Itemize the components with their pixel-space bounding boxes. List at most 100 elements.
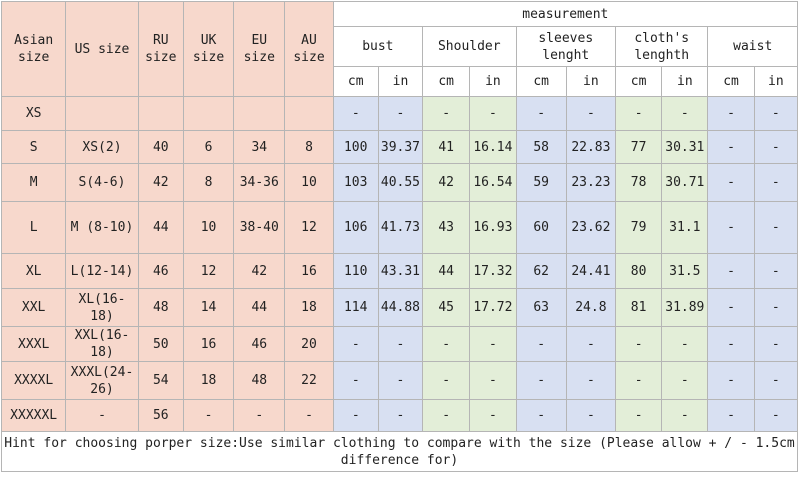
cell-cloths-in: -: [661, 326, 709, 362]
unit-cm: cm: [707, 66, 755, 97]
cell-ru-size: 40: [137, 130, 184, 164]
cell-uk-size: 12: [182, 253, 235, 289]
cell-shoulder-in: -: [469, 399, 517, 432]
cell-au-size: [284, 96, 334, 131]
cell-uk-size: 14: [182, 288, 235, 327]
cell-shoulder-cm: 41: [422, 130, 471, 164]
table-row: XXL XL(16-18) 48 14 44 18 114 44.88 45 17.72 63 24.…: [0, 288, 799, 327]
cell-eu-size: -: [233, 399, 286, 432]
cell-cloths-cm: -: [614, 361, 663, 400]
cell-waist-in: -: [753, 361, 799, 400]
cell-eu-size: 38-40: [233, 201, 286, 254]
cell-eu-size: 34-36: [233, 163, 286, 202]
cell-au-size: 12: [284, 201, 334, 254]
cell-cloths-in: -: [661, 96, 709, 131]
cell-sleeves-cm: 63: [515, 288, 567, 327]
size-table: Asian size US size RU size UK size EU si…: [0, 1, 799, 472]
cell-bust-cm: 100: [332, 130, 379, 164]
cell-waist-cm: -: [707, 201, 755, 254]
cell-bust-in: 43.31: [377, 253, 424, 289]
cell-cloths-cm: 81: [614, 288, 663, 327]
cell-bust-in: 40.55: [377, 163, 424, 202]
cell-waist-in: -: [753, 288, 799, 327]
cell-us-size: XXXL(24-26): [65, 361, 139, 400]
header-asian-size: Asian size: [0, 1, 67, 97]
cell-sleeves-in: 24.8: [565, 288, 617, 327]
cell-asian-size: XL: [0, 253, 67, 289]
size-rows: XS - - - - - - - - - - S XS(2) 40 6 34 8 100 39.37 41 16.14 5…: [0, 96, 799, 432]
cell-cloths-cm: 79: [614, 201, 663, 254]
header-measurement: measurement: [332, 1, 799, 27]
cell-waist-cm: -: [707, 163, 755, 202]
cell-sleeves-in: -: [565, 399, 617, 432]
cell-ru-size: 50: [137, 326, 184, 362]
cell-sleeves-in: 23.23: [565, 163, 617, 202]
cell-waist-cm: -: [707, 399, 755, 432]
cell-us-size: S(4-6): [65, 163, 139, 202]
cell-waist-cm: -: [707, 326, 755, 362]
cell-bust-cm: -: [332, 399, 379, 432]
table-row: M S(4-6) 42 8 34-36 10 103 40.55 42 16.54 59 23.23 7…: [0, 163, 799, 202]
cell-waist-cm: -: [707, 253, 755, 289]
cell-bust-cm: 110: [332, 253, 379, 289]
cell-waist-cm: -: [707, 96, 755, 131]
cell-shoulder-cm: -: [422, 96, 471, 131]
cell-bust-in: 39.37: [377, 130, 424, 164]
cell-eu-size: [233, 96, 286, 131]
cell-cloths-in: -: [661, 399, 709, 432]
unit-cm: cm: [515, 66, 567, 97]
cell-sleeves-cm: 58: [515, 130, 567, 164]
cell-bust-cm: 103: [332, 163, 379, 202]
cell-bust-cm: 106: [332, 201, 379, 254]
cell-sleeves-in: 22.83: [565, 130, 617, 164]
cell-sleeves-in: -: [565, 361, 617, 400]
cell-sleeves-cm: -: [515, 361, 567, 400]
cell-ru-size: 44: [137, 201, 184, 254]
unit-in: in: [377, 66, 424, 97]
cell-asian-size: XXXL: [0, 326, 67, 362]
header-shoulder: Shoulder: [422, 26, 517, 67]
cell-uk-size: 18: [182, 361, 235, 400]
size-hint: Hint for choosing porper size:Use simila…: [1, 431, 798, 472]
cell-cloths-cm: 80: [614, 253, 663, 289]
cell-cloths-in: 31.89: [661, 288, 709, 327]
table-row: S XS(2) 40 6 34 8 100 39.37 41 16.14 58 22.83 77 30.3…: [0, 130, 799, 164]
unit-in: in: [565, 66, 617, 97]
header-uk-size: UK size: [182, 1, 235, 97]
cell-shoulder-in: 17.32: [469, 253, 517, 289]
unit-cm: cm: [332, 66, 379, 97]
cell-eu-size: 34: [233, 130, 286, 164]
cell-eu-size: 46: [233, 326, 286, 362]
cell-us-size: -: [65, 399, 139, 432]
cell-bust-in: 44.88: [377, 288, 424, 327]
unit-cm: cm: [614, 66, 663, 97]
cell-asian-size: XS: [0, 96, 67, 131]
header-eu-size: EU size: [233, 1, 286, 97]
cell-ru-size: 56: [137, 399, 184, 432]
cell-uk-size: 16: [182, 326, 235, 362]
unit-in: in: [469, 66, 517, 97]
header-us-size: US size: [65, 1, 139, 97]
cell-uk-size: [182, 96, 235, 131]
cell-eu-size: 42: [233, 253, 286, 289]
cell-us-size: [65, 96, 139, 131]
cell-waist-in: -: [753, 399, 799, 432]
cell-sleeves-in: -: [565, 96, 617, 131]
cell-shoulder-in: 16.93: [469, 201, 517, 254]
header-waist: waist: [707, 26, 798, 67]
cell-cloths-in: 31.1: [661, 201, 709, 254]
cell-us-size: XS(2): [65, 130, 139, 164]
cell-shoulder-in: 16.14: [469, 130, 517, 164]
header-cloths-length: cloth's lenghth: [614, 26, 709, 67]
cell-sleeves-in: 24.41: [565, 253, 617, 289]
cell-cloths-in: 31.5: [661, 253, 709, 289]
cell-bust-in: -: [377, 361, 424, 400]
cell-shoulder-in: -: [469, 96, 517, 131]
cell-us-size: XL(16-18): [65, 288, 139, 327]
header-bust: bust: [332, 26, 424, 67]
cell-sleeves-cm: 62: [515, 253, 567, 289]
cell-bust-cm: -: [332, 326, 379, 362]
cell-uk-size: 6: [182, 130, 235, 164]
